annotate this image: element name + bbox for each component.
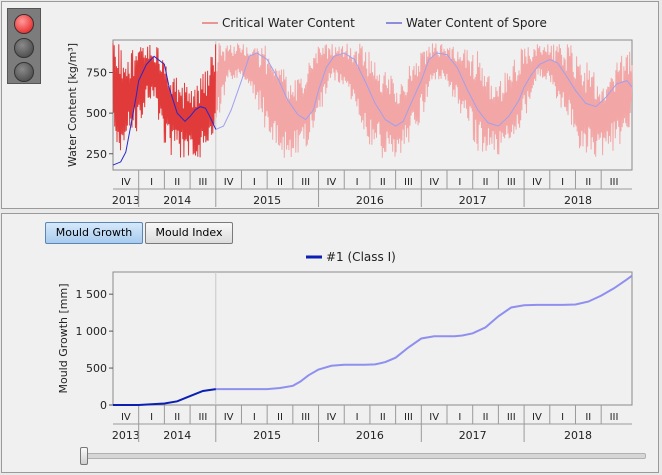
time-slider-track[interactable] (84, 453, 646, 459)
quarter-label: III (404, 177, 413, 188)
year-label: 2016 (356, 194, 384, 207)
mould-index-tab-button[interactable]: Mould Index (145, 222, 233, 244)
quarter-label: III (507, 177, 516, 188)
year-label: 2017 (459, 194, 487, 207)
quarter-label: II (483, 177, 489, 188)
time-slider-handle[interactable] (80, 447, 88, 465)
quarter-label: IV (121, 177, 131, 188)
quarter-label: III (198, 177, 207, 188)
quarter-label: II (277, 177, 283, 188)
y-axis-label: Water Content [kg/m³] (66, 43, 79, 167)
quarter-label: II (585, 177, 591, 188)
quarter-label: IV (532, 177, 542, 188)
mould-growth-panel (1, 213, 659, 473)
y-tick-label: 250 (86, 148, 107, 161)
year-label: 2015 (253, 194, 281, 207)
quarter-label: I (561, 177, 564, 188)
legend-label: Water Content of Spore (406, 16, 547, 30)
critical-water-content-line (112, 43, 217, 158)
red-lamp-icon (14, 14, 34, 34)
legend-label: Critical Water Content (222, 16, 355, 30)
critical-water-content-line-future (214, 43, 633, 158)
quarter-label: I (356, 177, 359, 188)
quarter-label: I (150, 177, 153, 188)
series-line (112, 55, 217, 166)
y-tick-label: 750 (86, 67, 107, 80)
year-label: 2013 (112, 194, 140, 207)
quarter-label: III (301, 177, 310, 188)
quarter-label: IV (224, 177, 234, 188)
quarter-label: IV (326, 177, 336, 188)
quarter-label: III (610, 177, 619, 188)
green-lamp-icon (14, 62, 34, 82)
quarter-label: I (458, 177, 461, 188)
mould-growth-tab-button[interactable]: Mould Growth (45, 222, 143, 244)
series-line-future (215, 52, 633, 130)
y-tick-label: 500 (86, 107, 107, 120)
year-label: 2014 (163, 194, 191, 207)
quarter-label: II (174, 177, 180, 188)
quarter-label: IV (429, 177, 439, 188)
quarter-label: II (380, 177, 386, 188)
year-label: 2018 (564, 194, 592, 207)
traffic-light-indicator (7, 8, 41, 84)
yellow-lamp-icon (14, 38, 34, 58)
quarter-label: I (253, 177, 256, 188)
